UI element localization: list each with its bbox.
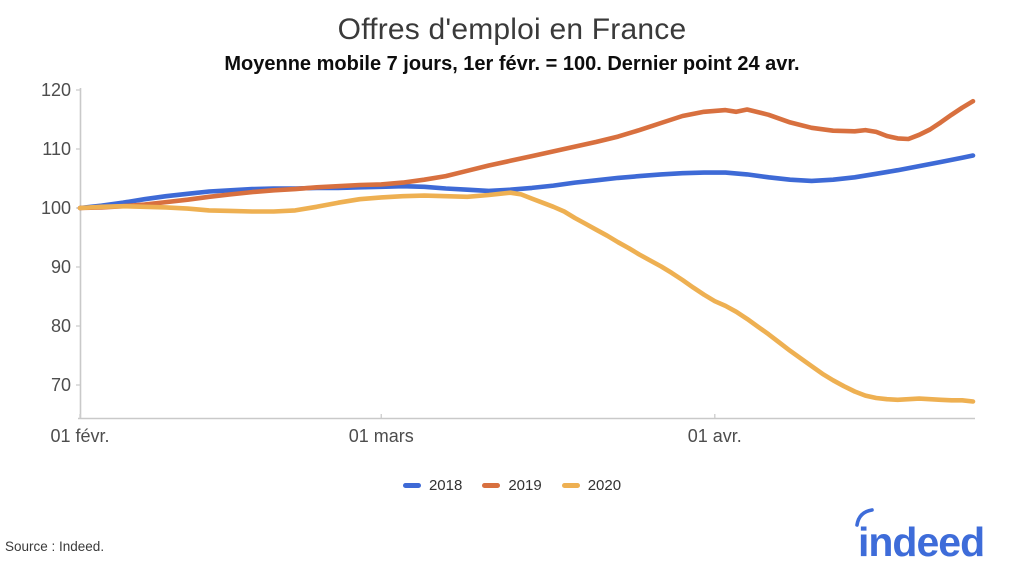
- indeed-logo: indeed: [855, 508, 985, 564]
- legend-label-2020: 2020: [587, 477, 622, 494]
- chart-title: Offres d'emploi en France: [337, 13, 687, 46]
- legend-item-2019: 2019: [482, 477, 542, 494]
- legend-swatch-2019: [482, 483, 501, 488]
- indeed-logo-arc-icon: [855, 508, 874, 527]
- y-tick-label: 70: [51, 375, 71, 395]
- chart-canvas: 70 80 90 100 110 120 01 févr. 01 mars 01 avr.: [41, 80, 976, 446]
- chart-subtitle: Moyenne mobile 7 jours, 1er févr. = 100.…: [224, 53, 800, 75]
- legend-item-2020: 2020: [561, 477, 622, 494]
- source-note: Source : Indeed.: [5, 539, 105, 554]
- y-tick-label: 110: [42, 139, 71, 159]
- series-line-2019: [77, 98, 976, 211]
- y-tick-label: 80: [51, 316, 71, 336]
- x-tick-label: 01 févr.: [50, 426, 109, 446]
- y-tick-label: 120: [41, 80, 71, 100]
- chart-legend: 2018 2019 2020: [0, 477, 1024, 494]
- y-tick-label: 100: [41, 198, 71, 218]
- y-tick-label: 90: [51, 257, 71, 277]
- legend-label-2019: 2019: [508, 477, 542, 494]
- x-tick-label: 01 avr.: [688, 426, 742, 446]
- series-line-2018: [77, 153, 976, 211]
- legend-label-2018: 2018: [428, 477, 463, 494]
- legend-swatch-2020: [561, 483, 580, 488]
- legend-swatch-2018: [402, 483, 421, 488]
- indeed-logo-text: indeed: [858, 519, 984, 564]
- x-tick-label: 01 mars: [349, 426, 414, 446]
- series-line-2020: [77, 190, 976, 404]
- legend-item-2018: 2018: [402, 477, 463, 494]
